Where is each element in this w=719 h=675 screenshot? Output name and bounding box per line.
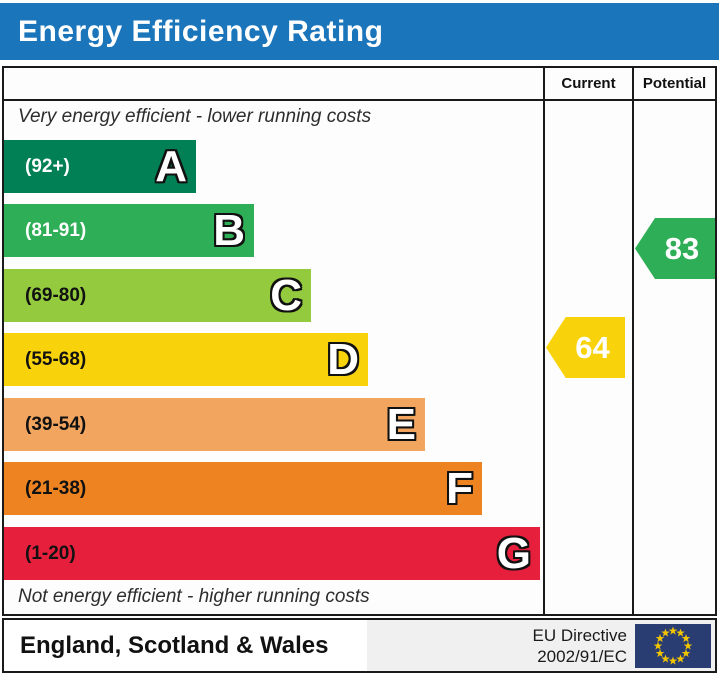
band-f-letter: F	[446, 464, 473, 513]
band-b-letter: B	[213, 206, 245, 255]
band-c-letter: C	[270, 271, 302, 320]
band-e: (39-54) E	[4, 398, 425, 451]
header-row-divider	[4, 99, 715, 101]
band-d-letter: D	[327, 335, 359, 384]
band-b: (81-91) B	[4, 204, 254, 257]
band-d: (55-68) D	[4, 333, 368, 386]
eu-directive-line2: 2002/91/EC	[537, 646, 627, 666]
rating-table: Current Potential Very energy efficient …	[2, 66, 717, 616]
band-b-range-label: (81-91)	[25, 219, 87, 241]
band-g-range-label: (1-20)	[25, 542, 76, 564]
potential-column-divider	[632, 68, 634, 614]
eu-directive-label: EU Directive 2002/91/EC	[533, 624, 627, 667]
bottom-note: Not energy efficient - higher running co…	[18, 586, 370, 607]
page-title: Energy Efficiency Rating	[18, 14, 384, 48]
band-e-letter: E	[386, 400, 416, 449]
region-label: England, Scotland & Wales	[20, 631, 329, 659]
potential-rating-value: 83	[664, 230, 700, 266]
band-e-range-label: (39-54)	[25, 413, 87, 435]
band-a-range-label: (92+)	[25, 155, 70, 177]
column-header-current: Current	[561, 75, 616, 92]
potential-rating-arrow: 83	[635, 218, 715, 279]
current-rating-value: 64	[575, 329, 610, 365]
top-note: Very energy efficient - lower running co…	[18, 106, 372, 127]
band-f-range-label: (21-38)	[25, 477, 87, 499]
band-c: (69-80) C	[4, 269, 311, 322]
band-a: (92+) A	[4, 140, 196, 193]
band-d-range-label: (55-68)	[25, 348, 87, 370]
eu-directive-line1: EU Directive	[532, 625, 627, 645]
band-c-range-label: (69-80)	[25, 284, 87, 306]
title-bar: Energy Efficiency Rating	[0, 3, 719, 60]
band-g: (1-20) G	[4, 527, 540, 580]
current-column-divider	[543, 68, 545, 614]
band-a-letter: A	[155, 142, 187, 191]
column-header-potential: Potential	[642, 75, 707, 92]
eu-flag-icon	[635, 624, 711, 668]
band-g-letter: G	[496, 529, 531, 578]
band-f: (21-38) F	[4, 462, 482, 515]
current-rating-arrow: 64	[546, 317, 625, 378]
footer-bar: England, Scotland & Wales EU Directive 2…	[2, 618, 717, 673]
